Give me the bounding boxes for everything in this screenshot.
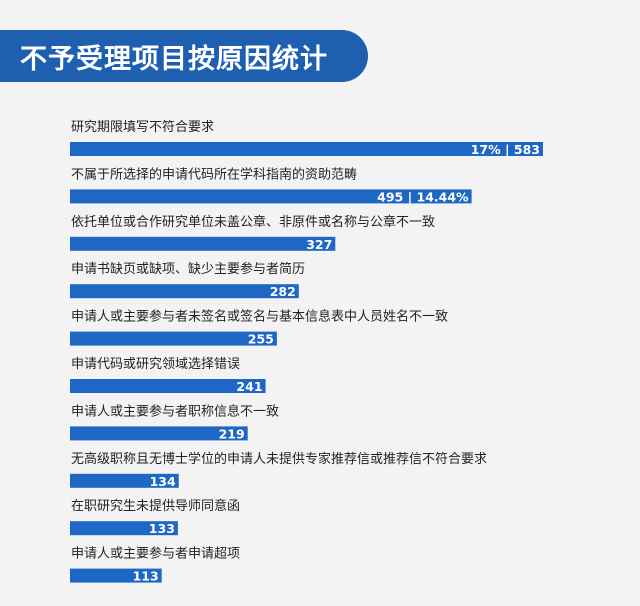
bar-value-label: 219: [219, 426, 245, 441]
bar-value-label: 495 | 14.44%: [377, 189, 469, 204]
category-label: 在职研究生未提供导师同意函: [71, 498, 240, 514]
bar: [70, 521, 178, 536]
category-label: 依托单位或合作研究单位未盖公章、非原件或名称与公章不一致: [71, 214, 435, 230]
bar-value-label: 134: [150, 474, 176, 489]
category-label: 申请人或主要参与者未签名或签名与基本信息表中人员姓名不一致: [71, 309, 448, 325]
bar-value-label: 255: [248, 332, 274, 347]
bar-value-label: 113: [133, 569, 159, 584]
category-label: 研究期限填写不符合要求: [71, 119, 214, 135]
bar-value-label: 327: [306, 237, 332, 252]
bar: [70, 379, 266, 393]
bar: [70, 142, 543, 156]
category-label: 申请人或主要参与者职称信息不一致: [71, 403, 279, 419]
bar-value-label: 241: [236, 379, 262, 394]
title-banner: 不予受理项目按原因统计: [0, 30, 368, 82]
bar: [70, 189, 472, 204]
bar-value-label: 282: [270, 284, 296, 299]
category-label: 不属于所选择的申请代码所在学科指南的资助范畴: [71, 166, 357, 182]
bar: [70, 426, 248, 441]
bar-value-label: 17% | 583: [471, 142, 540, 157]
bar: [70, 284, 299, 299]
bar-value-label: 133: [149, 521, 175, 536]
bar: [70, 473, 179, 488]
chart-title: 不予受理项目按原因统计: [20, 43, 328, 75]
bar: [70, 331, 277, 346]
bar: [70, 236, 336, 251]
category-label: 申请代码或研究领域选择错误: [71, 357, 240, 372]
bar: [70, 568, 162, 583]
category-label: 申请人或主要参与者申请超项: [71, 546, 240, 562]
category-label: 无高级职称且无博士学位的申请人未提供专家推荐信或推荐信不符合要求: [71, 451, 487, 467]
category-label: 申请书缺页或缺项、缺少主要参与者简历: [71, 261, 305, 277]
